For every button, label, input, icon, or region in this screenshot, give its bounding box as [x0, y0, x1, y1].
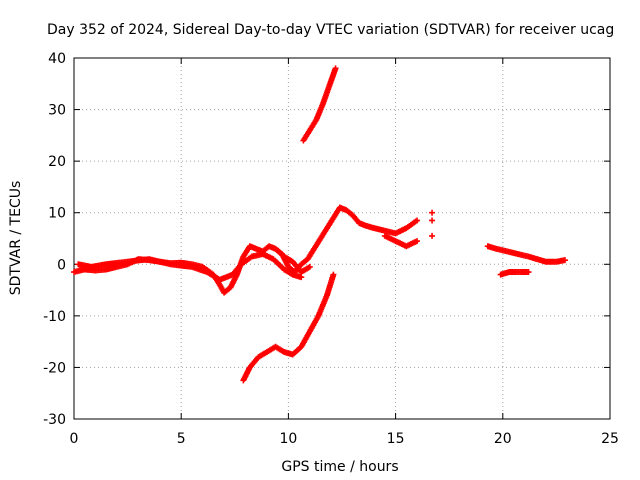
- data-point: [306, 263, 313, 270]
- data-point: [332, 65, 339, 72]
- grid-lines: [74, 58, 610, 419]
- data-point: [429, 217, 436, 224]
- data-point: [561, 257, 568, 264]
- data-point: [429, 209, 436, 216]
- series-track-i: [497, 269, 532, 278]
- x-tick-label: 0: [70, 431, 79, 447]
- series-track-e: [272, 245, 313, 276]
- y-tick-label: 30: [48, 103, 66, 119]
- x-tick-label: 20: [494, 431, 512, 447]
- x-tick-label: 25: [601, 431, 619, 447]
- x-tick-label: 15: [387, 431, 405, 447]
- x-tick-label: 5: [177, 431, 186, 447]
- y-tick-label: 0: [57, 257, 66, 273]
- y-tick-label: -20: [43, 360, 66, 376]
- data-point: [330, 271, 337, 278]
- data-point: [298, 274, 305, 281]
- series-track-d: [300, 65, 339, 144]
- y-tick-label: 20: [48, 154, 66, 170]
- data-point: [414, 217, 421, 224]
- y-tick-label: -30: [43, 412, 66, 428]
- y-tick-label: -10: [43, 309, 66, 325]
- series-track-a: [71, 204, 421, 296]
- axis-ticks: 0 5 10 15 20 25 -30 -20 -10 0 10 20 30 40: [43, 51, 619, 447]
- data-point: [414, 238, 421, 245]
- data-point: [429, 232, 436, 239]
- x-tick-label: 10: [279, 431, 297, 447]
- series-track-b: [75, 250, 305, 283]
- chart-title: Day 352 of 2024, Sidereal Day-to-day VTE…: [47, 22, 614, 38]
- series-track-f: [381, 232, 421, 250]
- plot-frame: [73, 57, 611, 420]
- data-series: [71, 65, 568, 384]
- x-axis-label: GPS time / hours: [281, 459, 398, 475]
- series-track-g: [429, 209, 436, 239]
- series-track-c: [240, 271, 337, 384]
- y-tick-label: 40: [48, 51, 66, 67]
- y-tick-label: 10: [48, 206, 66, 222]
- y-axis-label: SDTVAR / TECUs: [8, 181, 24, 296]
- data-point: [525, 269, 532, 276]
- series-track-h: [484, 243, 568, 265]
